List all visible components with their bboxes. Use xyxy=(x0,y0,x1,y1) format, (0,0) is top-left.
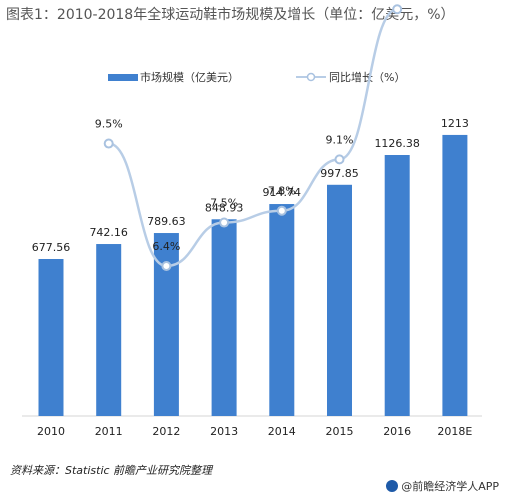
source-note: 资料来源：Statistic 前瞻产业研究院整理 xyxy=(10,464,213,477)
bar-2011 xyxy=(96,244,122,416)
bar-2018E xyxy=(442,134,468,417)
bar-label-2013: 848.93 xyxy=(205,201,244,214)
growth-marker-2013 xyxy=(219,217,230,228)
x-tick-2015: 2015 xyxy=(326,425,354,438)
bar-2015 xyxy=(327,184,352,416)
bar-label-2012: 789.63 xyxy=(147,215,186,228)
bar-label-2014: 914.74 xyxy=(263,186,302,199)
bar-2016 xyxy=(384,155,410,417)
legend-bar-label: 市场规模（亿美元） xyxy=(140,70,239,84)
x-tick-2011: 2011 xyxy=(95,425,123,438)
growth-marker-2016 xyxy=(392,4,403,15)
bar-2014 xyxy=(269,204,295,416)
growth-marker-2012 xyxy=(161,261,172,271)
bar-label-2010: 677.56 xyxy=(32,241,71,254)
bar-label-2015: 997.85 xyxy=(320,167,359,180)
growth-label-2014: 7.8% xyxy=(268,185,296,198)
legend-line-label: 同比增长（%） xyxy=(329,70,405,84)
x-tick-2016: 2016 xyxy=(383,425,411,438)
x-tick-2018E: 2018E xyxy=(437,425,472,438)
legend-line-marker xyxy=(306,72,316,82)
bar-label-2018E: 1213 xyxy=(441,117,469,130)
bar-2010 xyxy=(38,259,64,416)
legend-bar-swatch xyxy=(108,74,138,81)
growth-line xyxy=(108,8,398,268)
x-tick-2013: 2013 xyxy=(210,425,238,438)
bar-label-2016: 1126.38 xyxy=(374,137,420,150)
growth-label-2013: 7.5% xyxy=(210,197,238,210)
growth-label-2012: 6.4% xyxy=(152,240,180,253)
brand-label: @前瞻经济学人APP xyxy=(386,478,499,494)
x-tick-2012: 2012 xyxy=(152,425,180,438)
growth-label-2015: 9.1% xyxy=(326,133,354,146)
chart-title: 图表1：2010-2018年全球运动鞋市场规模及增长（单位：亿美元，%） xyxy=(6,7,455,23)
brand-logo-icon xyxy=(386,480,399,492)
brand-text: @前瞻经济学人APP xyxy=(401,480,499,493)
growth-marker-2014 xyxy=(276,205,287,216)
bar-2013 xyxy=(211,219,237,416)
growth-label-2011: 9.5% xyxy=(95,118,123,131)
growth-marker-2011 xyxy=(103,138,114,149)
x-tick-2010: 2010 xyxy=(37,425,65,438)
x-tick-2014: 2014 xyxy=(268,425,296,438)
growth-marker-2015 xyxy=(334,154,345,165)
bar-label-2011: 742.16 xyxy=(89,226,128,239)
